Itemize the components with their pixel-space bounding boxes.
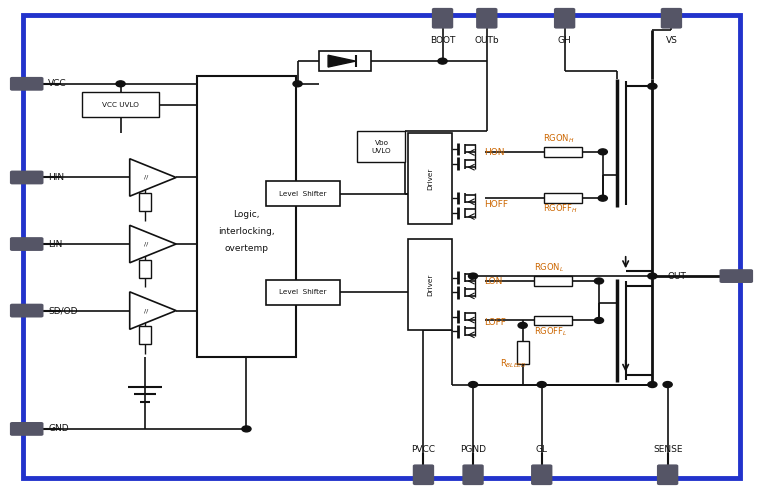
Circle shape	[293, 81, 302, 87]
Text: LON: LON	[485, 278, 503, 286]
Text: HOFF: HOFF	[485, 200, 508, 209]
Text: interlocking,: interlocking,	[218, 227, 275, 236]
Text: LOFF: LOFF	[485, 318, 507, 327]
Text: //: //	[143, 175, 148, 180]
Text: RGON$_H$: RGON$_H$	[543, 133, 575, 145]
Circle shape	[648, 382, 657, 387]
Circle shape	[518, 322, 527, 328]
Bar	[82, 92, 159, 117]
Polygon shape	[130, 292, 176, 329]
Text: RGOFF$_L$: RGOFF$_L$	[534, 325, 568, 338]
Text: GND: GND	[48, 424, 69, 433]
Text: HIN: HIN	[48, 173, 64, 182]
Bar	[408, 239, 452, 330]
Circle shape	[594, 278, 604, 284]
Circle shape	[438, 58, 447, 64]
Bar	[266, 280, 340, 305]
Bar	[544, 147, 582, 157]
Text: VS: VS	[665, 36, 678, 45]
Text: OUT: OUT	[668, 272, 687, 281]
FancyBboxPatch shape	[10, 77, 43, 91]
Bar	[139, 326, 151, 344]
Text: SD/OD: SD/OD	[48, 306, 78, 315]
Text: OUTb: OUTb	[475, 36, 499, 45]
Text: GL: GL	[536, 445, 548, 454]
Text: VCC: VCC	[48, 79, 66, 88]
FancyBboxPatch shape	[462, 464, 484, 485]
Bar	[408, 133, 452, 224]
Text: UVLO: UVLO	[372, 148, 391, 154]
FancyBboxPatch shape	[476, 8, 497, 29]
Text: overtemp: overtemp	[224, 245, 269, 253]
Circle shape	[663, 382, 672, 387]
Text: RGOFF$_H$: RGOFF$_H$	[543, 202, 578, 215]
Text: VCC UVLO: VCC UVLO	[102, 102, 139, 107]
Polygon shape	[130, 225, 176, 263]
FancyBboxPatch shape	[10, 304, 43, 317]
FancyBboxPatch shape	[661, 8, 682, 29]
Circle shape	[468, 273, 478, 279]
Circle shape	[116, 81, 125, 87]
Bar	[197, 76, 296, 357]
FancyBboxPatch shape	[720, 269, 753, 283]
Bar	[266, 181, 340, 206]
Bar	[534, 316, 572, 325]
Polygon shape	[328, 55, 356, 67]
FancyBboxPatch shape	[657, 464, 678, 485]
Text: SENSE: SENSE	[653, 445, 682, 454]
Text: Vbo: Vbo	[375, 140, 388, 146]
Bar	[544, 193, 582, 203]
Circle shape	[648, 83, 657, 89]
Circle shape	[594, 317, 604, 323]
FancyBboxPatch shape	[413, 464, 434, 485]
Text: Driver: Driver	[427, 168, 433, 190]
Bar	[319, 51, 371, 71]
Text: R$_{BLEED}$: R$_{BLEED}$	[500, 357, 526, 370]
Polygon shape	[130, 159, 176, 196]
Circle shape	[598, 195, 607, 201]
Circle shape	[242, 426, 251, 432]
Text: RGON$_L$: RGON$_L$	[534, 262, 565, 275]
Text: HON: HON	[485, 148, 505, 157]
Bar	[357, 131, 405, 162]
Text: LIN: LIN	[48, 240, 63, 248]
Bar	[139, 193, 151, 211]
Bar	[139, 260, 151, 278]
Circle shape	[648, 273, 657, 279]
Circle shape	[598, 149, 607, 155]
FancyBboxPatch shape	[554, 8, 575, 29]
Text: //: //	[143, 242, 148, 246]
FancyBboxPatch shape	[10, 422, 43, 436]
Text: Driver: Driver	[427, 274, 433, 296]
FancyBboxPatch shape	[531, 464, 552, 485]
Text: PVCC: PVCC	[411, 445, 436, 454]
Bar	[534, 276, 572, 286]
Bar	[517, 341, 529, 364]
Text: BOOT: BOOT	[430, 36, 456, 45]
Text: GH: GH	[558, 36, 571, 45]
Circle shape	[468, 382, 478, 387]
Text: Level  Shifter: Level Shifter	[279, 191, 327, 197]
FancyBboxPatch shape	[10, 237, 43, 251]
Text: Logic,: Logic,	[233, 210, 259, 219]
FancyBboxPatch shape	[432, 8, 453, 29]
FancyBboxPatch shape	[10, 171, 43, 184]
Text: PGND: PGND	[460, 445, 486, 454]
Text: //: //	[143, 308, 148, 313]
Circle shape	[537, 382, 546, 387]
Text: Level  Shifter: Level Shifter	[279, 289, 327, 295]
